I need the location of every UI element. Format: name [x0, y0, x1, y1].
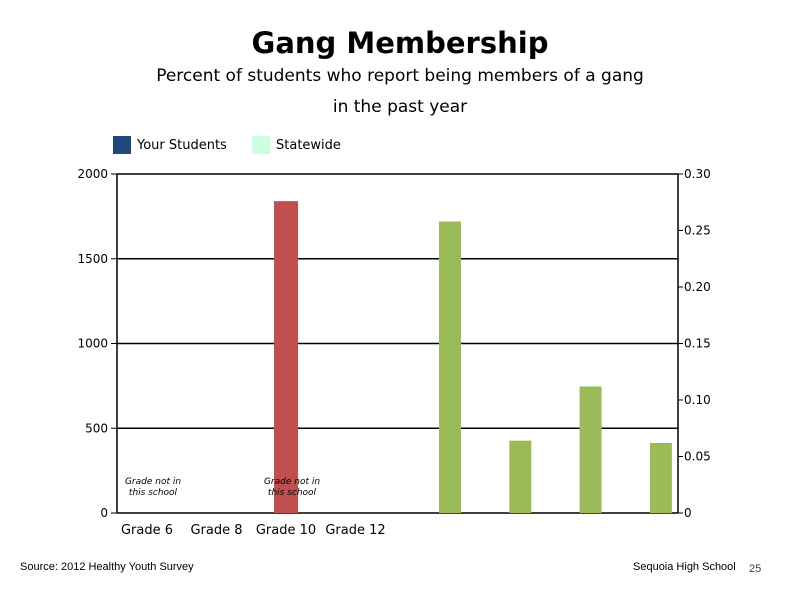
y-left-tick-label: 1500 [77, 252, 108, 266]
bar-statewide [649, 442, 672, 513]
chart-subtitle-line1: Percent of students who report being mem… [156, 66, 644, 86]
bar-your-students [274, 201, 298, 513]
y-left-tick-label: 0 [100, 506, 108, 520]
bar-statewide [579, 386, 602, 513]
y-right-tick-label: 0.30 [684, 167, 711, 181]
y-right-tick-label: 0.05 [684, 450, 711, 464]
y-left-tick-label: 2000 [77, 167, 108, 181]
annotation-line2: this school [268, 488, 317, 498]
legend-swatch-statewide [252, 136, 270, 154]
x-tick-label: Grade 6 [121, 523, 173, 538]
chart-title: Gang Membership [251, 26, 549, 60]
y-right-tick-label: 0.15 [684, 337, 711, 351]
y-right-tick-label: 0.25 [684, 224, 711, 238]
y-left-tick-label: 500 [85, 421, 108, 435]
legend-label-your-students: Your Students [137, 137, 227, 153]
annotation-line2: this school [129, 488, 178, 498]
source-note: Source: 2012 Healthy Youth Survey [20, 561, 194, 573]
school-name: Sequoia High School [633, 561, 736, 573]
y-right-tick-label: 0.20 [684, 280, 711, 294]
annotation-line1: Grade not in [264, 477, 320, 487]
page-number: 25 [749, 563, 762, 575]
bar-statewide [439, 221, 461, 513]
legend-label-statewide: Statewide [276, 137, 341, 153]
legend-item-your-students: Your Students [113, 136, 227, 154]
x-tick-label: Grade 12 [325, 523, 385, 538]
legend-swatch-your-students [113, 136, 131, 154]
annotation-line1: Grade not in [125, 477, 181, 487]
y-right-tick-label: 0.10 [684, 393, 711, 407]
x-tick-label: Grade 10 [256, 523, 316, 538]
legend-item-statewide: Statewide [252, 136, 341, 154]
x-tick-label: Grade 8 [190, 523, 242, 538]
chart-subtitle-line2: in the past year [332, 97, 468, 117]
y-right-tick-label: 0 [684, 506, 692, 520]
y-left-tick-label: 1000 [77, 337, 108, 351]
bar-statewide [509, 440, 532, 513]
